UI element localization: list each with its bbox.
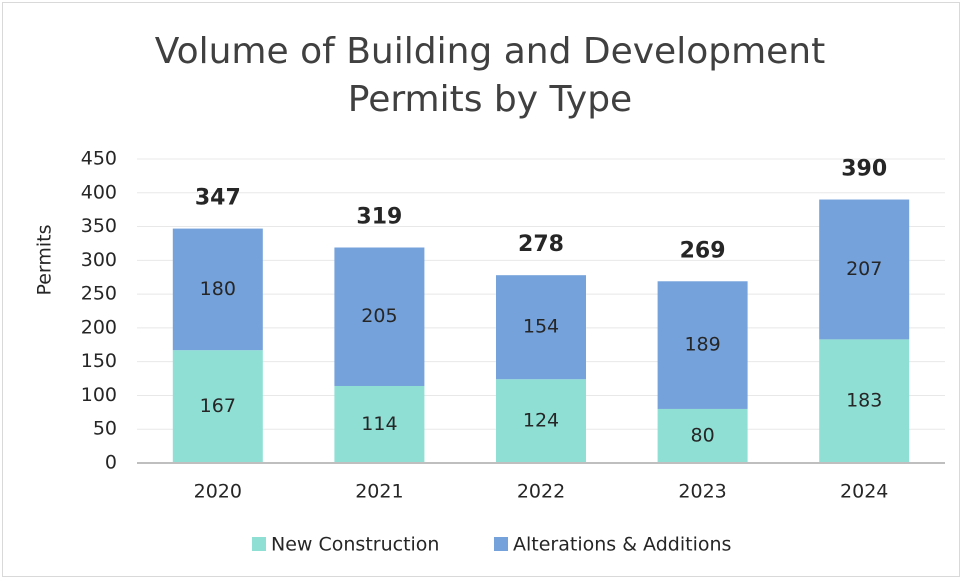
x-tick-label: 2021: [355, 481, 403, 503]
chart-title: Volume of Building and Development Permi…: [154, 31, 826, 120]
bar-segment: [657, 408, 748, 463]
y-tick-label: 0: [105, 452, 117, 474]
y-tick-label: 300: [81, 249, 117, 271]
total-label: 278: [518, 232, 564, 257]
total-label: 347: [195, 186, 241, 211]
bar-segment: [496, 275, 586, 380]
data-label: 80: [691, 424, 715, 446]
y-tick-label: 50: [93, 418, 117, 440]
bar-segment: [334, 247, 425, 386]
bar-segment: [172, 350, 263, 463]
bar-segment: [172, 228, 263, 351]
data-label: 207: [846, 258, 882, 280]
x-tick-label: 2023: [678, 481, 726, 503]
legend-swatch: [252, 537, 266, 551]
y-tick-label: 200: [81, 316, 117, 338]
total-label: 390: [841, 157, 887, 182]
y-tick-label: 400: [81, 181, 117, 203]
total-label: 319: [356, 204, 402, 229]
y-tick-label: 100: [81, 384, 117, 406]
y-axis-label: Permits: [34, 224, 56, 295]
data-label: 114: [361, 413, 397, 435]
x-tick-label: 2020: [194, 481, 242, 503]
data-label: 189: [684, 334, 720, 356]
y-tick-label: 150: [81, 350, 117, 372]
x-tick-label: 2022: [517, 481, 565, 503]
bar-segment: [819, 339, 910, 463]
y-tick-label: 350: [81, 215, 117, 237]
data-label: 205: [361, 305, 397, 327]
x-tick-label: 2024: [840, 481, 888, 503]
total-label: 269: [680, 238, 726, 263]
y-tick-label: 450: [81, 148, 117, 170]
data-label: 167: [200, 395, 236, 417]
bar-segment: [334, 385, 425, 463]
bar-segment: [819, 199, 910, 340]
legend-label: Alterations & Additions: [513, 534, 731, 556]
data-label: 180: [200, 278, 236, 300]
data-label: 124: [523, 410, 559, 432]
legend-swatch: [494, 537, 508, 551]
legend-label: New Construction: [271, 534, 439, 556]
y-tick-label: 250: [81, 283, 117, 305]
data-label: 154: [523, 316, 559, 338]
data-label: 183: [846, 390, 882, 412]
bar-segment: [657, 281, 748, 409]
bar-segment: [496, 379, 586, 463]
